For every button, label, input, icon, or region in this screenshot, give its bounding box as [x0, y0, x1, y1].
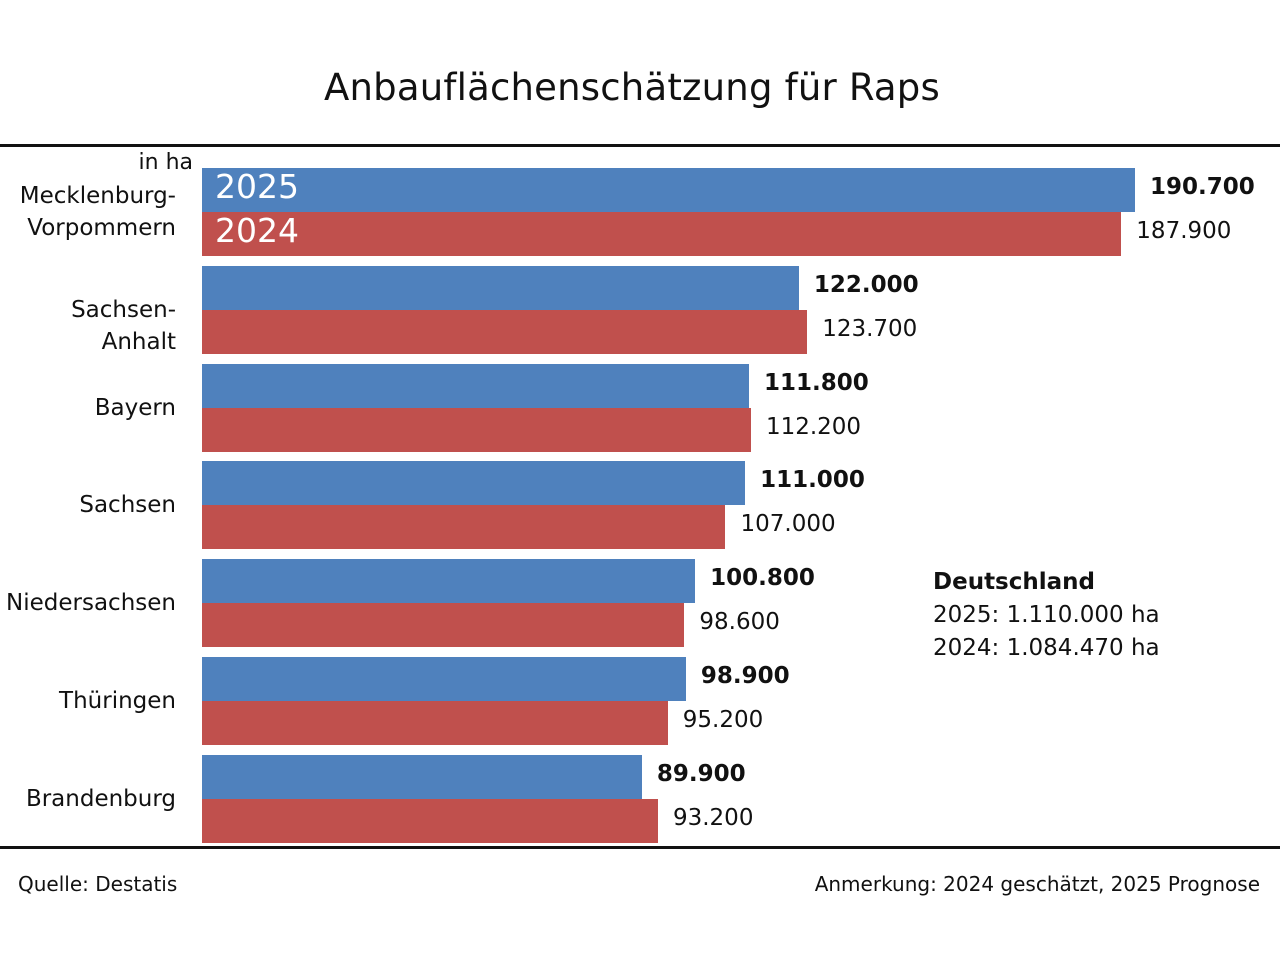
- category-label: Niedersachsen: [6, 590, 176, 617]
- annotation-line-2025: 2025: 1.110.000 ha: [933, 602, 1160, 628]
- top-rule: [0, 144, 1280, 147]
- value-label-2024: 123.700: [822, 315, 918, 342]
- germany-total-annotation: Deutschland 2025: 1.110.000 ha 2024: 1.0…: [933, 566, 1160, 665]
- legend-entry-2024: 2024: [215, 211, 299, 250]
- value-label-2024: 107.000: [740, 511, 836, 538]
- bar-2025: [202, 265, 799, 310]
- bar-2025: [202, 559, 696, 604]
- value-label-2025: 89.900: [656, 760, 746, 787]
- bar-2025: [202, 461, 746, 506]
- category-label: Sachsen-Anhalt: [71, 296, 176, 355]
- value-label-2024: 112.200: [765, 413, 862, 440]
- category-label: Brandenburg: [25, 785, 176, 812]
- value-label-2025: 122.000: [813, 271, 919, 298]
- annotation-line-2024: 2024: 1.084.470 ha: [933, 635, 1160, 661]
- value-label-2025: 190.700: [1150, 174, 1255, 200]
- category-label: Sachsen: [79, 492, 176, 519]
- value-label-2024: 187.900: [1136, 218, 1232, 244]
- value-label-2025: 111.000: [760, 467, 865, 494]
- bar-2024: [202, 505, 726, 550]
- category-label: Bayern: [94, 394, 176, 421]
- bar-2024: [202, 701, 668, 745]
- value-label-2025: 98.900: [700, 663, 790, 689]
- category-label: Mecklenburg- Vorpommern: [19, 183, 176, 241]
- bar-2025: [202, 363, 749, 408]
- legend-entry-2025: 2025: [215, 167, 299, 206]
- bar-2025: [202, 754, 642, 799]
- value-label-2025: 100.800: [710, 565, 815, 592]
- bar-2024: [202, 798, 658, 843]
- bottom-rule: [0, 846, 1280, 849]
- unit-label: in ha: [138, 150, 193, 175]
- source-note: Quelle: Destatis: [18, 872, 178, 896]
- category-label: Thüringen: [59, 688, 176, 714]
- bar-2024: [202, 309, 808, 354]
- chart-title: Anbauflächenschätzung für Raps: [324, 66, 940, 109]
- bar-2025: [202, 168, 1135, 212]
- value-label-2025: 111.800: [763, 369, 869, 396]
- footnote: Anmerkung: 2024 geschätzt, 2025 Prognose: [814, 872, 1260, 896]
- bar-2024: [202, 603, 685, 648]
- bar-2025: [202, 657, 686, 701]
- value-label-2024: 93.200: [672, 804, 754, 831]
- bar-2024: [202, 212, 1122, 256]
- value-label-2024: 95.200: [682, 707, 764, 733]
- annotation-heading: Deutschland: [933, 569, 1095, 595]
- bar-2024: [202, 407, 751, 452]
- value-label-2024: 98.600: [699, 609, 780, 636]
